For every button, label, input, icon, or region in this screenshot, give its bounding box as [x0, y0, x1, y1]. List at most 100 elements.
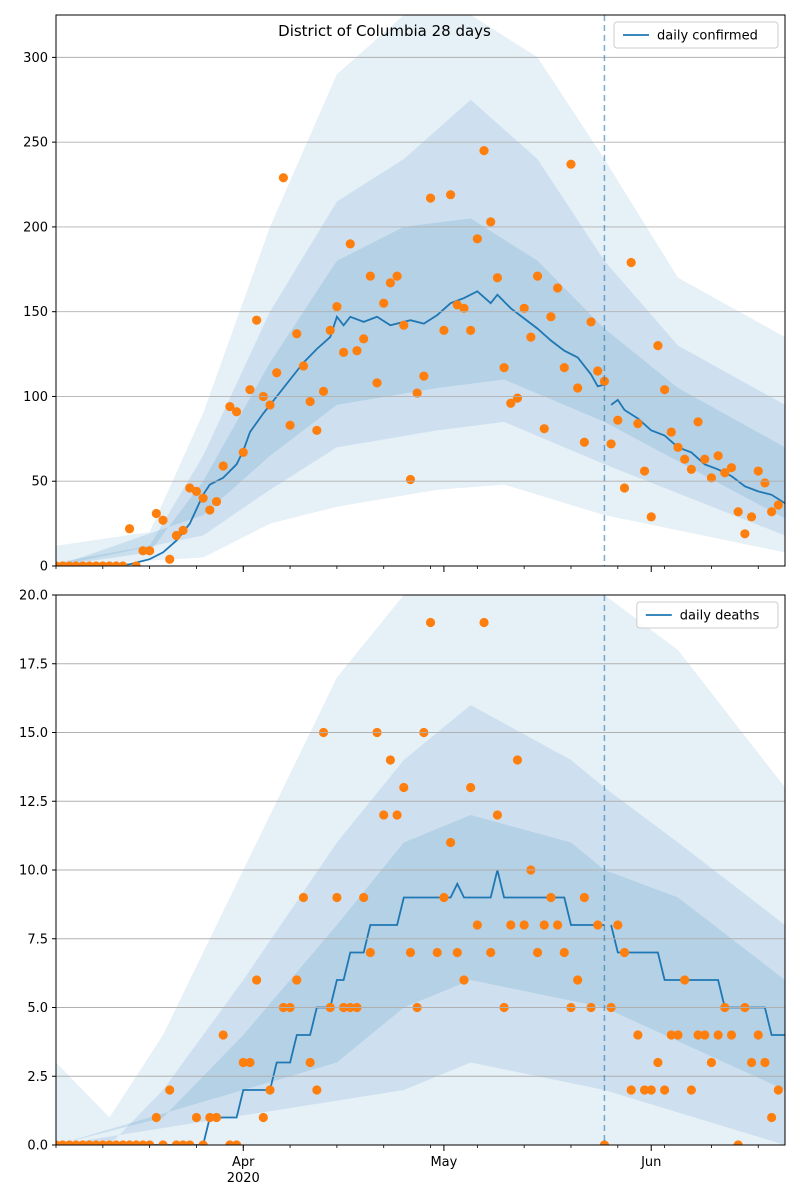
observed-point	[499, 363, 509, 373]
observed-point	[158, 515, 168, 525]
observed-point	[158, 1140, 168, 1145]
observed-point	[258, 1112, 268, 1123]
observed-point	[359, 892, 369, 903]
observed-point	[359, 334, 369, 344]
observed-point	[466, 782, 476, 793]
observed-point	[452, 947, 462, 958]
observed-point	[553, 920, 563, 930]
observed-point	[238, 447, 248, 458]
observed-point	[238, 1057, 248, 1068]
observed-point	[198, 493, 208, 503]
observed-point	[606, 439, 616, 449]
axes-frame	[55, 14, 786, 567]
observed-point	[298, 361, 309, 371]
observed-point	[191, 1112, 202, 1123]
observed-point	[138, 546, 148, 556]
observed-point	[693, 1030, 703, 1040]
observed-point	[412, 388, 422, 398]
x-tick-label: May	[430, 1155, 457, 1170]
observed-point	[519, 920, 529, 930]
observed-point	[272, 368, 282, 378]
x-tick-label: Jun	[640, 1155, 661, 1170]
observed-point	[680, 975, 690, 985]
y-tick-label: 100	[23, 390, 48, 405]
observed-point	[305, 396, 315, 407]
observed-point	[693, 417, 703, 427]
observed-point	[231, 407, 242, 417]
observed-point	[425, 193, 436, 203]
observed-point	[532, 947, 543, 958]
observed-point	[472, 920, 482, 930]
observed-point	[205, 1112, 215, 1123]
uncertainty-band-inner	[56, 218, 785, 566]
observed-point	[278, 173, 288, 183]
observed-point	[593, 920, 603, 930]
observed-point	[599, 1140, 610, 1145]
observed-point	[372, 378, 382, 388]
observed-point	[700, 1030, 710, 1040]
observed-point	[225, 402, 235, 412]
observed-point	[245, 385, 255, 395]
y-tick-label: 12.5	[19, 795, 48, 810]
observed-point	[753, 1030, 763, 1040]
y-tick-label: 10.0	[19, 864, 48, 879]
observed-point	[338, 347, 349, 357]
confirmed-chart-panel: 0 50 100 150 200 250 300 District of Columbia 2…	[23, 14, 786, 575]
observed-point	[265, 1085, 275, 1095]
observed-point	[185, 1140, 195, 1145]
observed-point	[546, 312, 556, 322]
observed-point	[392, 271, 402, 281]
observed-point	[285, 420, 295, 430]
observed-point	[706, 1057, 717, 1068]
observed-point	[767, 507, 777, 517]
observed-point	[245, 1057, 255, 1068]
observed-point	[700, 454, 710, 464]
observed-point	[613, 415, 623, 425]
observed-point	[439, 325, 449, 335]
observed-point	[432, 947, 442, 958]
observed-point	[566, 159, 576, 169]
observed-point	[753, 466, 763, 476]
y-tick-label: 2.5	[27, 1070, 48, 1085]
observed-point	[713, 1030, 723, 1040]
observed-point	[419, 371, 429, 381]
observed-point	[385, 755, 396, 765]
observed-point	[332, 892, 342, 903]
observed-point	[445, 190, 456, 200]
observed-point	[760, 1057, 770, 1068]
observed-point	[760, 478, 770, 488]
series-line	[56, 869, 605, 1145]
observed-point	[171, 530, 181, 541]
observed-point	[639, 1085, 650, 1095]
observed-point	[559, 947, 569, 958]
observed-point	[686, 1085, 696, 1095]
observed-point	[573, 383, 583, 393]
observed-point	[666, 427, 676, 437]
observed-point	[506, 398, 516, 408]
observed-point	[365, 947, 375, 958]
observed-point	[151, 1112, 161, 1123]
observed-point	[312, 425, 322, 435]
observed-point	[479, 146, 489, 156]
observed-point	[746, 512, 757, 522]
observed-point	[633, 1030, 643, 1040]
y-tick-label: 5.0	[27, 1001, 48, 1016]
observed-point	[733, 1140, 743, 1145]
observed-point	[459, 975, 469, 985]
observed-point	[539, 920, 549, 930]
observed-point	[365, 271, 375, 281]
observed-point	[399, 320, 409, 330]
y-tick-label: 0	[40, 560, 48, 575]
observed-point	[512, 755, 523, 765]
observed-point	[479, 617, 489, 628]
observed-point	[325, 325, 335, 335]
observed-point	[486, 947, 496, 958]
chart-title: District of Columbia 28 days	[278, 22, 491, 40]
observed-point	[686, 464, 696, 474]
observed-point	[653, 341, 663, 351]
observed-point	[673, 1030, 683, 1040]
observed-point	[506, 920, 516, 930]
observed-point	[405, 474, 416, 485]
observed-point	[579, 437, 589, 447]
